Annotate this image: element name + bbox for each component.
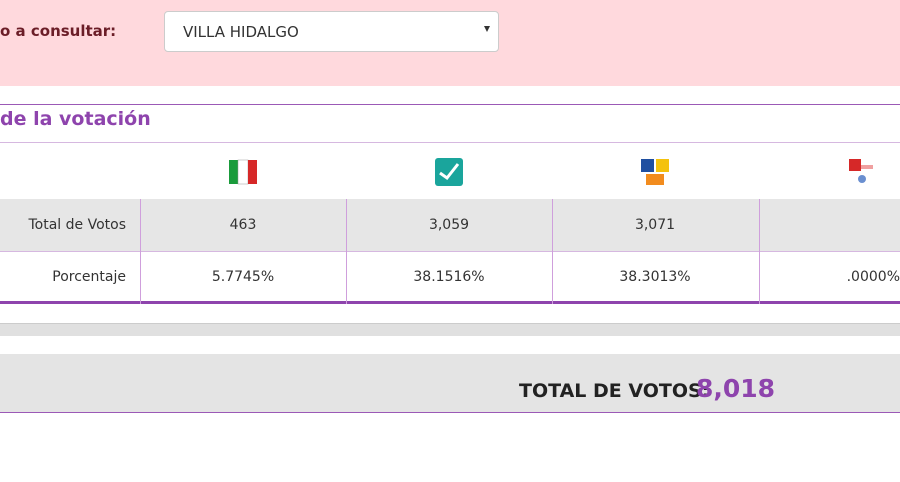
table-cell: .0000% bbox=[846, 269, 900, 285]
table-cell: 38.1516% bbox=[413, 269, 485, 285]
table-cell: 5.7745% bbox=[211, 269, 275, 285]
divider bbox=[0, 142, 900, 143]
spacer-bar bbox=[0, 323, 900, 336]
table-cell: 463 bbox=[229, 217, 257, 233]
results-panel bbox=[0, 104, 900, 304]
row-label: Total de Votos bbox=[28, 217, 126, 233]
column-border bbox=[552, 199, 553, 304]
section-title: de la votación bbox=[0, 108, 151, 130]
divider bbox=[0, 251, 900, 252]
total-value: 8,018 bbox=[696, 374, 776, 403]
total-bar bbox=[0, 354, 900, 413]
votes-row bbox=[0, 199, 900, 251]
row-label: Porcentaje bbox=[52, 269, 126, 285]
party-logo bbox=[229, 159, 257, 185]
column-border bbox=[140, 199, 141, 304]
select-arrow bbox=[484, 26, 490, 32]
table-cell: 38.3013% bbox=[619, 269, 691, 285]
table-cell: 3,071 bbox=[634, 217, 676, 233]
select-value: VILLA HIDALGO bbox=[183, 23, 299, 41]
table-cell: 3,059 bbox=[428, 217, 470, 233]
municipality-select[interactable]: VILLA HIDALGO bbox=[164, 11, 499, 52]
column-border bbox=[346, 199, 347, 304]
party-logo bbox=[849, 159, 873, 183]
total-label: TOTAL DE VOTOS: bbox=[519, 380, 710, 402]
party-logo bbox=[435, 158, 463, 186]
filter-label: o a consultar: bbox=[0, 22, 117, 40]
party-logo bbox=[641, 159, 669, 185]
column-border bbox=[759, 199, 760, 304]
